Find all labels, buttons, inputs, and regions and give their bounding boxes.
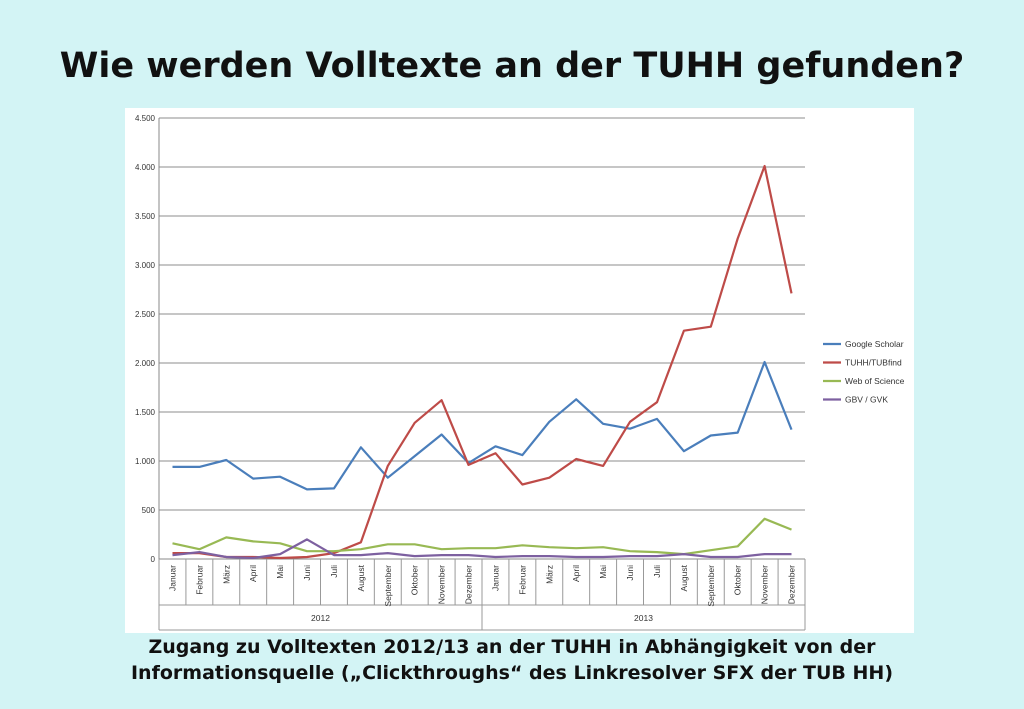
- x-tick-label: Mai: [598, 565, 608, 579]
- x-tick-label: Februar: [194, 565, 204, 595]
- group-label: 2012: [311, 613, 330, 623]
- legend-label: GBV / GVK: [845, 395, 888, 405]
- x-tick-label: September: [383, 565, 393, 607]
- x-tick-label: März: [544, 565, 554, 584]
- x-tick-label: Juni: [302, 565, 312, 581]
- x-tick-label: November: [437, 565, 447, 604]
- x-tick-label: Oktober: [410, 565, 420, 595]
- line-chart: 0 500 1.000 1.500 2.000 2.500 3.000 3.500 4.000 4…: [135, 114, 905, 631]
- x-tick-label: November: [760, 565, 770, 604]
- series-line: [172, 538, 792, 560]
- y-tick-label: 2.500: [135, 310, 156, 319]
- x-tick-label: Dezember: [464, 565, 474, 604]
- series-line: [172, 164, 793, 560]
- series-line: [172, 360, 793, 491]
- x-tick-label: Januar: [167, 565, 177, 591]
- chart-caption: Zugang zu Volltexten 2012/13 an der TUHH…: [0, 634, 1024, 686]
- x-tick-label: Oktober: [733, 565, 743, 595]
- x-tick-label: April: [248, 565, 258, 582]
- y-tick-label: 4.000: [135, 163, 156, 172]
- x-tick-label: August: [679, 564, 689, 591]
- y-tick-label: 3.500: [135, 212, 156, 221]
- x-tick-label: Mai: [275, 565, 285, 579]
- caption-line-1: Zugang zu Volltexten 2012/13 an der TUHH…: [148, 636, 876, 658]
- chart-container: 0 500 1.000 1.500 2.000 2.500 3.000 3.500 4.000 4…: [125, 108, 914, 633]
- x-tick-label: September: [706, 565, 716, 607]
- x-tick-label: Juli: [652, 565, 662, 578]
- y-tick-label: 4.500: [135, 114, 156, 123]
- x-tick-label: Juli: [329, 565, 339, 578]
- y-tick-label: 0: [151, 555, 156, 564]
- x-tick-label: Dezember: [787, 565, 797, 604]
- page-title: Wie werden Volltexte an der TUHH gefunde…: [59, 46, 965, 86]
- x-tick-label: Januar: [490, 565, 500, 591]
- legend-label: Web of Science: [845, 376, 905, 386]
- series-line: [172, 517, 792, 556]
- x-tick-label: Februar: [517, 565, 527, 595]
- x-tick-label: August: [356, 564, 366, 591]
- x-tick-label: Juni: [625, 565, 635, 581]
- legend-label: TUHH/TUBfind: [845, 358, 902, 368]
- group-label: 2013: [634, 613, 653, 623]
- y-tick-label: 1.000: [135, 457, 156, 466]
- y-tick-label: 2.000: [135, 359, 156, 368]
- caption-line-2: Informationsquelle („Clickthroughs“ des …: [130, 662, 893, 684]
- x-tick-label: März: [221, 565, 231, 584]
- y-tick-label: 3.000: [135, 261, 156, 270]
- legend-label: Google Scholar: [845, 339, 904, 349]
- x-tick-label: April: [571, 565, 581, 582]
- y-tick-label: 1.500: [135, 408, 156, 417]
- y-tick-label: 500: [142, 506, 156, 515]
